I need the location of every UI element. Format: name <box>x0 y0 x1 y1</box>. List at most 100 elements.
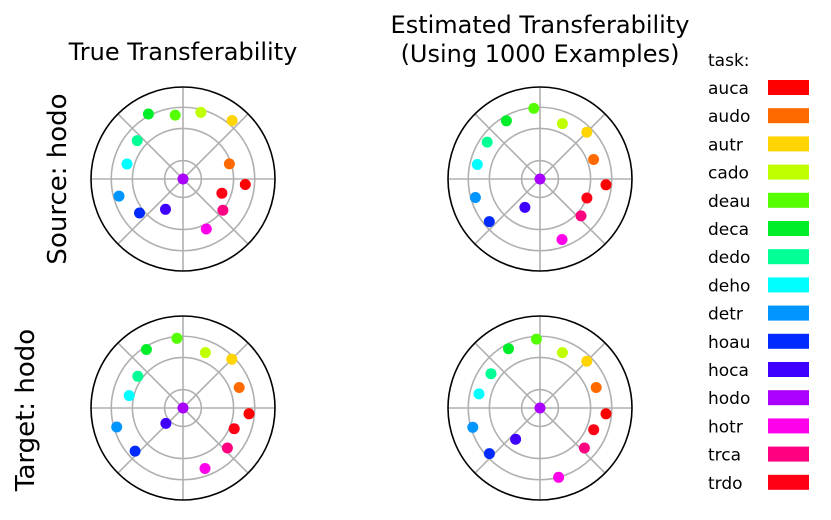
polar-panel <box>90 315 276 501</box>
legend-label-deca: deca <box>708 220 749 240</box>
point-detr <box>467 421 479 433</box>
angular-gridline <box>474 178 541 245</box>
legend-label-deau: deau <box>708 192 750 212</box>
legend-swatch-trca <box>768 446 809 462</box>
point-hoau <box>483 448 495 460</box>
point-deau <box>528 102 540 114</box>
radial-gridline <box>163 388 203 428</box>
legend-label-cado: cado <box>708 164 749 184</box>
angular-gridline <box>182 113 249 180</box>
point-trdo <box>588 424 600 436</box>
point-trdo <box>216 187 228 199</box>
legend-label-hoau: hoau <box>708 333 750 353</box>
legend-swatch-hoca <box>768 362 809 377</box>
legend-swatch-trdo <box>768 474 809 490</box>
point-detr <box>113 190 125 202</box>
point-deau <box>169 109 181 121</box>
angular-gridline <box>539 407 606 474</box>
point-dedo <box>485 368 497 380</box>
polar-frame <box>90 86 276 272</box>
point-auca <box>600 408 612 420</box>
point-cado <box>556 347 568 359</box>
point-dedo <box>481 136 493 148</box>
point-audo <box>588 154 600 165</box>
point-deho <box>121 158 133 170</box>
legend-title: task: <box>708 51 750 71</box>
angular-gridline <box>117 407 184 474</box>
legend-swatch-hoau <box>768 333 809 349</box>
legend-label-dedo: dedo <box>708 248 750 268</box>
legend-label-detr: detr <box>708 305 743 325</box>
angular-gridline <box>539 342 606 409</box>
legend-swatch-detr <box>768 305 809 321</box>
point-deau <box>171 332 183 344</box>
angular-gridline <box>539 178 606 245</box>
point-autr <box>226 353 238 365</box>
point-hoau <box>483 216 495 228</box>
radial-gridline <box>488 356 592 460</box>
point-autr <box>581 355 593 367</box>
col-title-true: True Transferability <box>68 38 298 66</box>
col-title-estimated-line2: (Using 1000 Examples) <box>401 40 680 68</box>
angular-gridline <box>182 407 249 474</box>
point-audo <box>233 382 245 393</box>
legend-swatch-hotr <box>768 418 809 434</box>
point-auca <box>239 179 251 190</box>
row-labels: Source: hodo Target: hodo <box>11 93 73 492</box>
angular-gridline <box>182 178 249 245</box>
angular-gridline <box>474 342 541 409</box>
angular-gridline <box>539 113 606 180</box>
point-autr <box>226 115 238 126</box>
legend-label-audo: audo <box>708 107 750 127</box>
radial-gridline <box>131 127 235 231</box>
point-trdo <box>581 192 593 204</box>
angular-gridline <box>117 178 184 245</box>
point-autr <box>581 126 593 138</box>
legend: task: auca audo autr cado deau deca dedo deho de… <box>708 51 809 494</box>
point-auca <box>243 408 255 420</box>
polar-panel <box>447 315 633 501</box>
point-hodo <box>177 173 189 185</box>
point-hodo <box>177 402 189 414</box>
point-hoau <box>134 207 145 219</box>
point-trca <box>575 210 587 222</box>
legend-swatch-auca <box>768 80 809 95</box>
point-hotr <box>199 463 211 474</box>
point-deho <box>123 390 135 402</box>
radial-gridline <box>110 106 256 252</box>
point-hodo <box>534 173 546 185</box>
radial-gridline <box>110 335 256 481</box>
point-audo <box>223 158 235 170</box>
angular-gridline <box>117 113 184 180</box>
legend-label-trdo: trdo <box>708 474 743 494</box>
polar-frame <box>447 315 633 501</box>
legend-swatch-hodo <box>768 390 809 406</box>
point-detr <box>111 421 123 433</box>
col-title-estimated-line1: Estimated Transferability <box>391 11 690 39</box>
column-titles: True Transferability Estimated Transfera… <box>68 11 690 68</box>
angular-gridline <box>117 342 184 409</box>
radial-gridline <box>520 159 560 199</box>
angular-gridline <box>474 407 541 474</box>
point-audo <box>590 382 602 393</box>
legend-swatch-autr <box>768 136 809 152</box>
polar-panel <box>447 86 633 272</box>
legend-swatch-deca <box>768 221 809 236</box>
point-dedo <box>132 370 144 382</box>
point-hodo <box>534 402 546 414</box>
point-deho <box>471 159 483 170</box>
point-dedo <box>131 135 143 147</box>
polar-panel <box>90 86 276 272</box>
radial-gridline <box>163 159 203 199</box>
point-cado <box>195 106 207 118</box>
legend-swatch-audo <box>768 108 809 124</box>
point-deca <box>142 108 154 120</box>
point-detr <box>469 192 481 203</box>
point-hoau <box>129 445 141 457</box>
radial-gridline <box>520 388 560 428</box>
point-trca <box>578 442 590 454</box>
legend-label-autr: autr <box>708 135 743 155</box>
point-hotr <box>200 223 212 235</box>
point-hotr <box>556 234 568 245</box>
